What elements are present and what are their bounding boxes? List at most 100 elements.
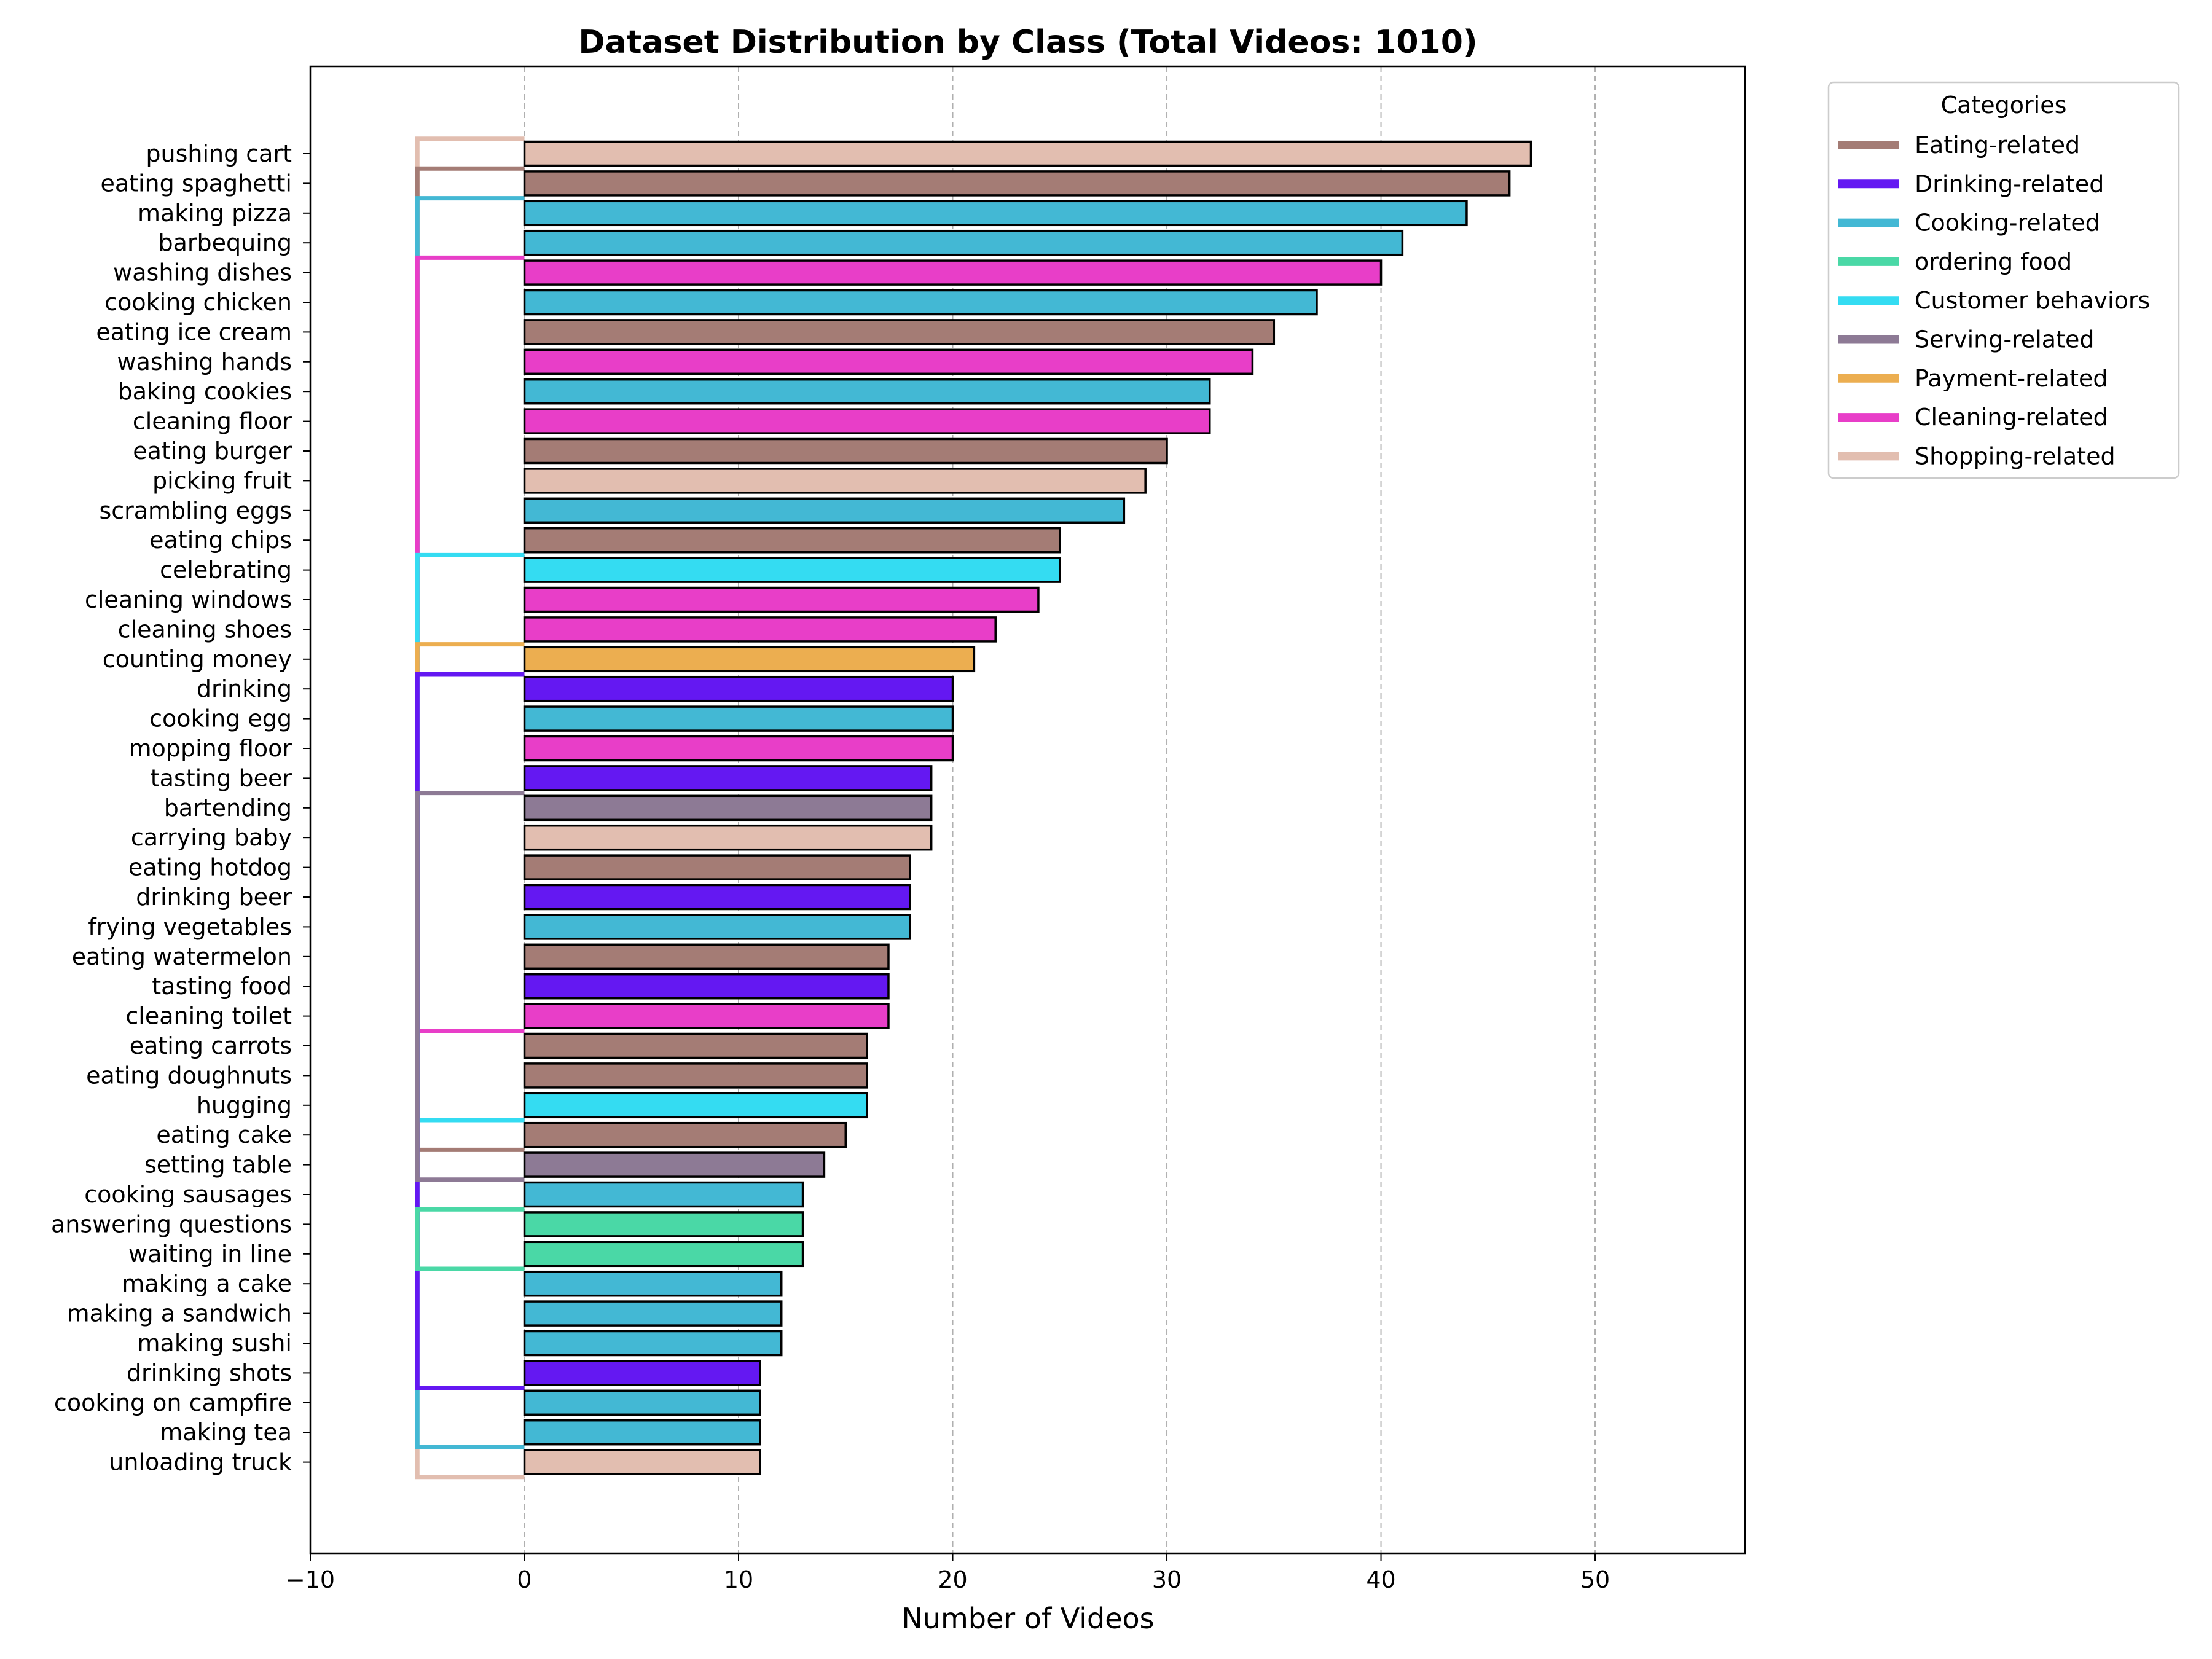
x-tick-label: −10 [286, 1566, 335, 1593]
bar [523, 468, 1147, 494]
bar [523, 675, 954, 702]
bar [523, 408, 1211, 434]
chart-title: Dataset Distribution by Class (Total Vid… [578, 24, 1477, 61]
y-tick-label: answering questions [51, 1210, 292, 1237]
bar [523, 735, 954, 762]
bar [523, 378, 1211, 405]
x-axis-title: Number of Videos [901, 1602, 1154, 1635]
bar [523, 854, 911, 880]
y-tick-label: barbequing [159, 229, 292, 256]
bar [523, 1003, 890, 1029]
category-bracket [415, 196, 525, 1449]
bar [523, 824, 933, 851]
y-tick-label: cleaning floor [133, 408, 292, 435]
y-tick-label: bartending [164, 794, 292, 822]
bar [523, 1360, 761, 1386]
bar [523, 527, 1061, 554]
category-bracket [415, 136, 525, 1480]
x-tick-label: 40 [1366, 1566, 1395, 1593]
category-bracket [415, 552, 525, 1123]
bar [523, 229, 1404, 256]
bar [523, 586, 1040, 613]
y-tick-label: unloading truck [109, 1449, 292, 1476]
y-tick-label: baking cookies [118, 378, 292, 405]
y-tick-label: cleaning shoes [118, 616, 292, 643]
bar [523, 200, 1468, 227]
y-tick-label: making pizza [138, 200, 292, 227]
y-tick-label: making a cake [122, 1270, 292, 1297]
bar [523, 140, 1532, 167]
y-tick-label: counting money [103, 646, 292, 673]
y-tick-label: eating chips [149, 527, 292, 554]
bar [523, 705, 954, 732]
y-tick-label: setting table [144, 1151, 292, 1179]
y-tick-label: mopping floor [129, 735, 292, 762]
legend-label: Serving-related [1915, 326, 2095, 353]
category-brackets [415, 136, 525, 1480]
category-bracket [415, 791, 525, 1182]
category-bracket [415, 166, 525, 1152]
bar [523, 348, 1254, 375]
bar [523, 884, 911, 911]
legend-label: Cooking-related [1915, 210, 2100, 237]
bar [523, 914, 911, 940]
y-tick-label: celebrating [160, 557, 292, 584]
bar [523, 943, 890, 970]
bar [523, 1419, 761, 1446]
bar [523, 1151, 826, 1178]
bar [523, 1300, 783, 1327]
bar [523, 1330, 783, 1357]
y-tick-label: making a sandwich [67, 1300, 292, 1327]
legend-title: Categories [1941, 92, 2067, 119]
legend: Categories Eating-related Drinking-relate… [1827, 81, 2180, 479]
plot-frame [309, 65, 1746, 1555]
bar [523, 1062, 868, 1089]
y-tick-label: cooking chicken [104, 289, 292, 316]
y-tick-label: eating ice cream [96, 318, 292, 345]
bar [523, 437, 1168, 465]
bar [523, 497, 1126, 524]
bar [523, 1181, 804, 1208]
bar [523, 616, 997, 643]
bar [523, 557, 1061, 583]
x-tick-label: 20 [938, 1566, 967, 1593]
y-tick-label: frying vegetables [88, 913, 292, 940]
bar [523, 1449, 761, 1475]
y-tick-label: eating doughnuts [86, 1062, 292, 1089]
y-tick-label: waiting in line [128, 1241, 292, 1268]
y-tick-label: picking fruit [152, 467, 292, 494]
bar [523, 1032, 868, 1059]
legend-label: Shopping-related [1915, 442, 2116, 469]
legend-label: Cleaning-related [1915, 404, 2108, 431]
bar [523, 170, 1511, 197]
y-tick-label: eating spaghetti [100, 170, 292, 197]
y-tick-label: scrambling eggs [99, 497, 292, 524]
y-tick-label: cooking on campfire [54, 1389, 292, 1416]
y-tick-label: cooking sausages [84, 1181, 292, 1208]
legend-label: Customer behaviors [1915, 287, 2150, 314]
bar [523, 1092, 868, 1119]
legend-label: ordering food [1915, 248, 2072, 275]
y-tick-label: cooking egg [149, 705, 292, 732]
category-bracket [415, 1207, 525, 1271]
y-tick-label: eating cake [156, 1121, 292, 1148]
bar [523, 259, 1382, 286]
y-axis-labels: pushing cart eating spaghetti making pizza… [51, 140, 310, 1476]
y-tick-label: eating burger [133, 437, 292, 465]
bar [523, 794, 933, 822]
x-axis-ticks: −10 0 10 20 30 40 50 [286, 1553, 1610, 1593]
bar [523, 319, 1276, 345]
y-tick-label: washing hands [117, 348, 292, 375]
bar [523, 1241, 804, 1268]
y-tick-label: cleaning windows [85, 586, 292, 613]
bar [523, 973, 890, 1000]
y-tick-label: drinking beer [136, 884, 292, 911]
legend-label: Drinking-related [1915, 170, 2104, 197]
y-tick-label: eating carrots [130, 1032, 292, 1059]
y-tick-label: eating hotdog [128, 854, 292, 881]
bar [523, 1270, 783, 1297]
x-tick-label: 0 [517, 1566, 531, 1593]
bar [523, 646, 976, 673]
y-tick-label: pushing cart [146, 140, 292, 167]
